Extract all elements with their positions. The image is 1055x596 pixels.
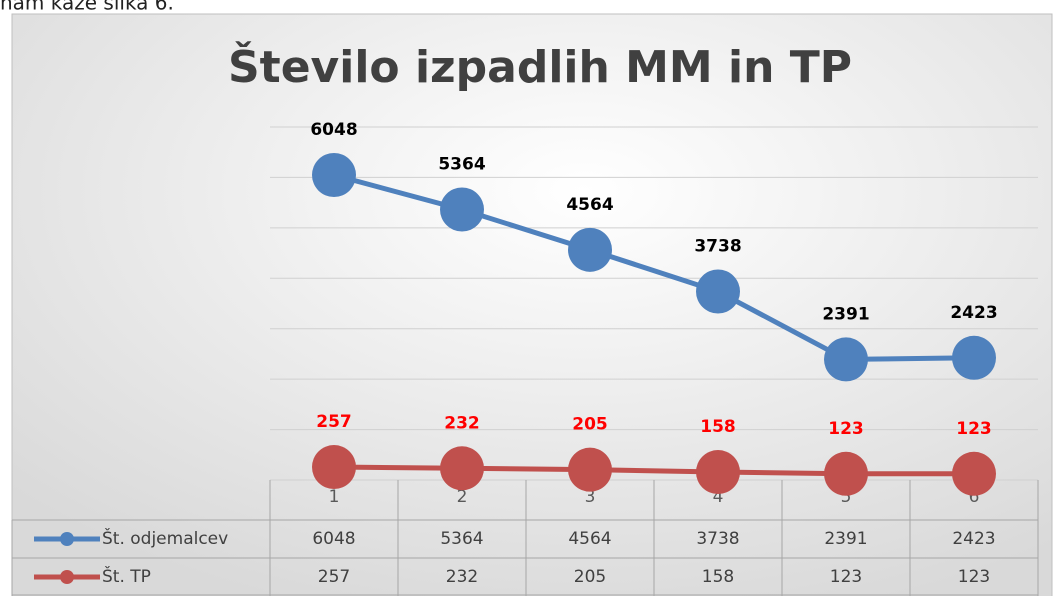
legend-label: Št. TP bbox=[102, 565, 151, 587]
point bbox=[568, 447, 612, 492]
table-cell: 123 bbox=[958, 567, 990, 587]
point bbox=[312, 153, 356, 198]
table-cell: 158 bbox=[702, 567, 734, 587]
legend-marker bbox=[60, 532, 74, 546]
data-label: 123 bbox=[956, 419, 992, 439]
point bbox=[952, 451, 996, 496]
data-label: 4564 bbox=[566, 195, 613, 215]
point bbox=[696, 269, 740, 314]
data-label: 205 bbox=[572, 415, 608, 435]
x-tick-label: 5 bbox=[841, 487, 852, 507]
data-label: 232 bbox=[444, 413, 480, 433]
legend-label: Št. odjemalcev bbox=[102, 527, 228, 549]
table-cell: 2391 bbox=[824, 529, 867, 549]
point bbox=[696, 450, 740, 495]
x-tick-label: 2 bbox=[457, 487, 468, 507]
data-label: 2423 bbox=[950, 303, 997, 323]
data-label: 123 bbox=[828, 419, 864, 439]
data-label: 3738 bbox=[694, 236, 741, 256]
x-tick-label: 3 bbox=[585, 487, 596, 507]
point bbox=[312, 445, 356, 490]
point bbox=[824, 337, 868, 382]
table-cell: 2423 bbox=[952, 529, 995, 549]
point bbox=[824, 451, 868, 496]
page-text: nam kaže slika 6. bbox=[0, 0, 174, 15]
table-cell: 3738 bbox=[696, 529, 739, 549]
table-cell: 6048 bbox=[312, 529, 355, 549]
data-label: 5364 bbox=[438, 155, 485, 175]
table-cell: 257 bbox=[318, 567, 350, 587]
table-cell: 5364 bbox=[440, 529, 483, 549]
point bbox=[440, 446, 484, 491]
data-label: 2391 bbox=[822, 304, 869, 324]
legend-marker bbox=[60, 570, 74, 584]
data-label: 158 bbox=[700, 417, 736, 437]
point bbox=[440, 187, 484, 232]
table-cell: 123 bbox=[830, 567, 862, 587]
point bbox=[952, 335, 996, 380]
chart-title: Število izpadlih MM in TP bbox=[228, 40, 852, 93]
chart-frame bbox=[11, 13, 1053, 596]
point bbox=[568, 227, 612, 272]
data-label: 257 bbox=[316, 412, 352, 432]
table-cell: 4564 bbox=[568, 529, 611, 549]
x-tick-label: 6 bbox=[969, 487, 980, 507]
data-label: 6048 bbox=[310, 120, 357, 140]
x-tick-label: 4 bbox=[713, 487, 724, 507]
table-cell: 205 bbox=[574, 567, 606, 587]
table-cell: 232 bbox=[446, 567, 478, 587]
x-tick-label: 1 bbox=[329, 487, 340, 507]
